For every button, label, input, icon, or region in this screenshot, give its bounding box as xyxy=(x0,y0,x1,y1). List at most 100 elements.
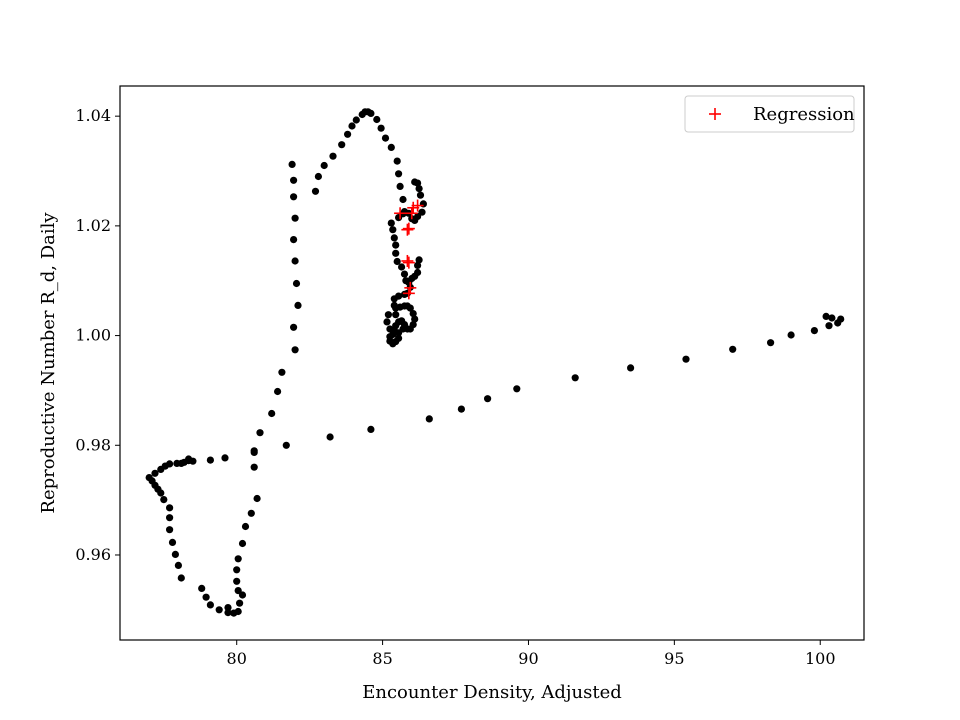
scatter-point xyxy=(151,469,159,477)
y-tick-label: 0.96 xyxy=(75,545,111,564)
scatter-point xyxy=(384,311,392,319)
scatter-point xyxy=(171,550,179,559)
scatter-point xyxy=(311,187,320,195)
regression-point xyxy=(407,201,420,214)
scatter-point xyxy=(291,214,299,222)
regression-point xyxy=(402,222,415,235)
scatter-point xyxy=(282,441,290,449)
scatter-point xyxy=(291,346,299,354)
scatter-point xyxy=(393,157,401,165)
scatter-point xyxy=(166,526,174,534)
scatter-point xyxy=(571,374,579,382)
scatter-point xyxy=(825,322,833,330)
scatter-point xyxy=(352,116,360,124)
scatter-point xyxy=(290,176,298,184)
regression-point xyxy=(401,254,414,267)
scatter-point xyxy=(215,606,223,614)
scatter-point xyxy=(250,463,258,471)
legend-regression-label: Regression xyxy=(753,104,855,125)
scatter-point xyxy=(206,456,214,464)
scatter-point xyxy=(415,256,423,264)
scatter-point xyxy=(418,208,426,216)
scatter-point xyxy=(294,301,302,309)
scatter-point xyxy=(348,122,356,130)
scatter-point xyxy=(236,599,244,607)
scatter-point xyxy=(268,409,276,418)
scatter-point xyxy=(387,219,395,227)
scatter-point xyxy=(168,538,177,547)
scatter-point xyxy=(386,325,394,333)
scatter-point xyxy=(166,460,174,468)
scatter-point xyxy=(392,241,400,249)
legend-box xyxy=(684,95,855,133)
scatter-point xyxy=(414,261,422,269)
scatter-point xyxy=(389,226,397,234)
scatter-point xyxy=(250,448,258,456)
scatter-point xyxy=(253,494,261,503)
scatter-point xyxy=(185,455,193,463)
plot-frame xyxy=(119,85,865,641)
regression-point xyxy=(402,287,415,300)
y-axis-label: Reproductive Number R_d, Daily xyxy=(38,212,59,514)
x-tick-label: 85 xyxy=(372,649,392,668)
scatter-point xyxy=(411,178,419,186)
scatter-point xyxy=(202,593,210,601)
scatter-point xyxy=(338,141,346,149)
scatter-point xyxy=(398,263,406,271)
scatter-point xyxy=(290,323,298,331)
scatter-point xyxy=(238,539,247,548)
regression-point xyxy=(394,207,407,220)
scatter-point xyxy=(513,385,521,393)
scatter-point xyxy=(278,368,286,376)
scatter-point xyxy=(834,319,842,327)
scatter-point xyxy=(411,315,419,323)
y-tick-label: 1.02 xyxy=(75,216,111,235)
scatter-point xyxy=(767,339,775,347)
scatter-point xyxy=(367,425,375,433)
scatter-point xyxy=(828,314,836,322)
y-axis-ticks: 0.96 0.98 1.00 1.02 1.04 xyxy=(75,106,120,564)
scatter-point xyxy=(256,429,264,437)
scatter-point xyxy=(399,195,407,204)
scatter-point xyxy=(377,124,385,132)
x-tick-label: 80 xyxy=(227,649,247,668)
scatter-point xyxy=(414,268,422,277)
scatter-point xyxy=(177,574,185,582)
x-axis-label: Encounter Density, Adjusted xyxy=(362,682,622,703)
scatter-point xyxy=(326,433,334,441)
scatter-point xyxy=(233,566,241,574)
scatter-point xyxy=(390,295,398,303)
scatter-point xyxy=(160,496,168,504)
scatter-point xyxy=(292,279,301,288)
scatter-point xyxy=(393,257,401,266)
scatter-point xyxy=(787,331,795,339)
legend-regression-marker xyxy=(709,108,721,120)
scatter-point xyxy=(627,364,635,372)
scatter-point xyxy=(166,514,174,522)
scatter-point xyxy=(484,395,492,403)
scatter-point xyxy=(344,130,352,138)
scatter-point xyxy=(290,236,298,244)
scatter-point xyxy=(381,134,390,142)
scatter-point xyxy=(415,185,423,193)
scatter-point xyxy=(414,212,422,221)
scatter-point xyxy=(395,214,403,222)
data-marks xyxy=(145,108,845,617)
y-tick-label: 1.00 xyxy=(75,326,111,345)
scatter-point xyxy=(395,334,403,342)
scatter-point xyxy=(400,270,409,278)
scatter-point xyxy=(399,325,407,333)
legend: Regression xyxy=(684,95,855,133)
scatter-point xyxy=(224,609,232,617)
scatter-point xyxy=(241,522,250,531)
scatter-point xyxy=(425,415,433,423)
scatter-point xyxy=(387,143,395,151)
scatter-point xyxy=(238,591,247,599)
scatter-point xyxy=(419,200,427,208)
scatter-point xyxy=(329,152,337,160)
scatter-point xyxy=(396,182,404,190)
scatter-point xyxy=(390,234,398,242)
scatter-point xyxy=(392,249,400,257)
scatter-point xyxy=(288,160,296,168)
